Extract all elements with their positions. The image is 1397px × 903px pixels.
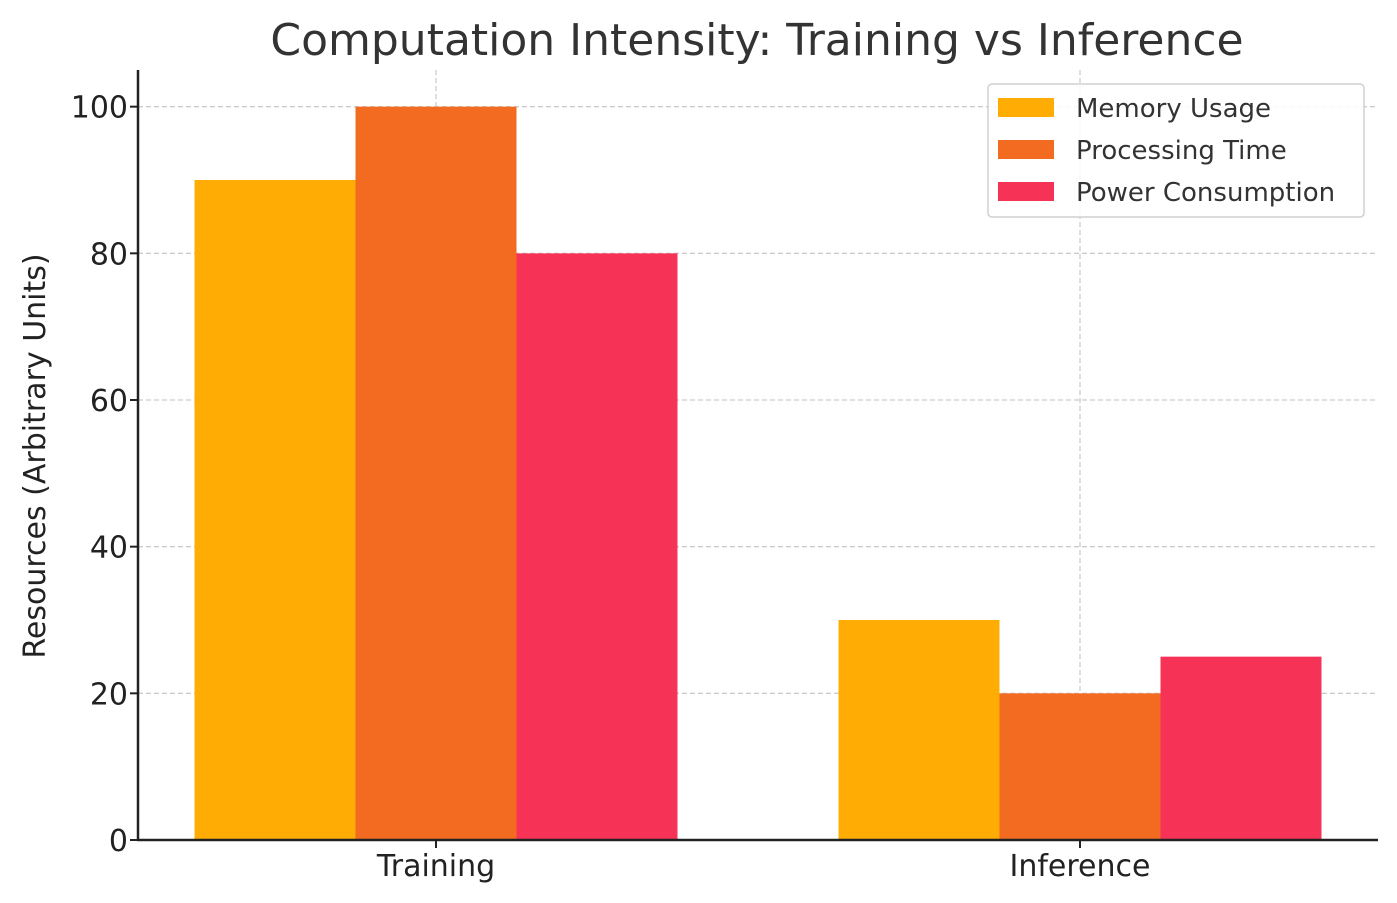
legend-swatch	[998, 98, 1054, 117]
bar	[355, 106, 517, 840]
x-tick-label: Training	[376, 849, 495, 884]
legend-label: Memory Usage	[1076, 94, 1271, 124]
y-tick-label: 100	[71, 91, 128, 126]
axes: 0 20 40 60 80 100 Training Inference	[71, 70, 1378, 884]
chart-title: Computation Intensity: Training vs Infer…	[270, 15, 1243, 66]
bars	[194, 106, 1322, 841]
y-axis-label: Resources (Arbitrary Units)	[18, 253, 53, 658]
bar	[1160, 656, 1322, 840]
y-tick-label: 80	[90, 237, 128, 272]
legend-label: Processing Time	[1076, 136, 1287, 166]
legend-box	[987, 83, 1365, 218]
legend-swatch	[998, 140, 1054, 159]
legend-swatch	[998, 182, 1054, 201]
y-tick-label: 60	[90, 384, 128, 419]
y-tick-label: 20	[90, 677, 128, 712]
bar	[999, 693, 1161, 840]
legend-label: Power Consumption	[1076, 178, 1335, 208]
y-tick-label: 0	[109, 824, 128, 859]
x-tick-label: Inference	[1010, 849, 1151, 884]
y-tick-label: 40	[90, 531, 128, 566]
bar	[194, 180, 356, 840]
bar	[838, 620, 1000, 840]
legend: Memory Usage Processing Time Power Consump…	[987, 83, 1365, 218]
bar	[516, 253, 678, 841]
